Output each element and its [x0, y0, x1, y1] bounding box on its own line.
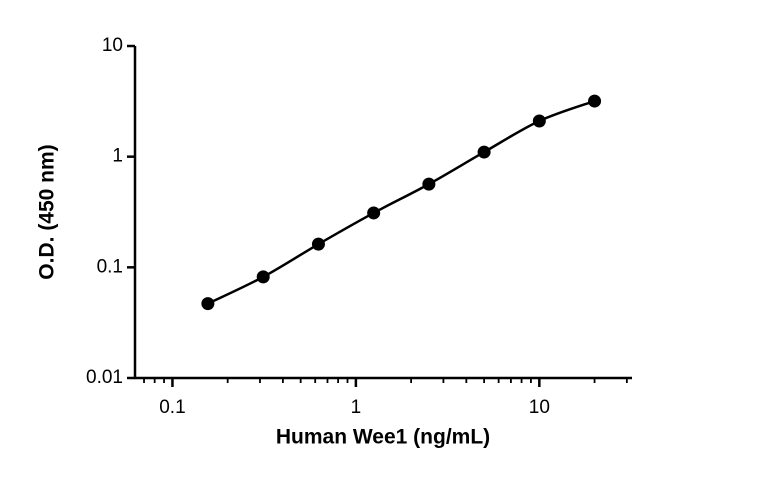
y-tick-label: 0.1 — [97, 256, 123, 277]
data-point — [532, 114, 546, 128]
data-point — [201, 297, 215, 311]
y-axis-label: O.D. (450 nm) — [36, 144, 59, 279]
x-tick-label: 10 — [529, 397, 550, 418]
data-point — [477, 145, 491, 159]
data-point — [422, 177, 436, 191]
x-axis-label: Human Wee1 (ng/mL) — [276, 426, 490, 449]
data-point — [311, 237, 325, 251]
y-tick-label: 1 — [112, 146, 123, 167]
data-point — [588, 94, 602, 108]
x-tick-label: 0.1 — [159, 397, 185, 418]
y-tick-label: 0.01 — [86, 367, 123, 388]
data-point — [367, 206, 381, 220]
x-tick-label: 1 — [351, 397, 362, 418]
y-tick-label: 10 — [102, 35, 123, 56]
data-point — [256, 270, 270, 284]
